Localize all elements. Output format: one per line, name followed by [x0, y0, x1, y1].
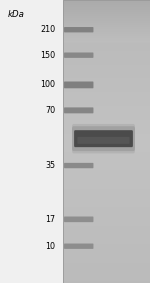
Text: 70: 70 — [45, 106, 56, 115]
Bar — [63, 0, 150, 283]
FancyBboxPatch shape — [64, 27, 93, 32]
Text: 100: 100 — [40, 80, 56, 89]
Text: 35: 35 — [45, 161, 56, 170]
Text: 150: 150 — [40, 51, 56, 60]
Text: 10: 10 — [45, 242, 56, 251]
Text: kDa: kDa — [8, 10, 24, 19]
FancyBboxPatch shape — [64, 216, 93, 222]
FancyBboxPatch shape — [64, 82, 93, 88]
Text: 17: 17 — [45, 215, 56, 224]
FancyBboxPatch shape — [72, 124, 135, 153]
Text: 210: 210 — [40, 25, 56, 34]
FancyBboxPatch shape — [64, 107, 93, 113]
FancyBboxPatch shape — [74, 130, 133, 147]
FancyBboxPatch shape — [77, 137, 130, 144]
FancyBboxPatch shape — [64, 163, 93, 168]
FancyBboxPatch shape — [64, 52, 93, 58]
FancyBboxPatch shape — [72, 126, 135, 151]
Bar — [0, 0, 63, 283]
FancyBboxPatch shape — [64, 243, 93, 249]
